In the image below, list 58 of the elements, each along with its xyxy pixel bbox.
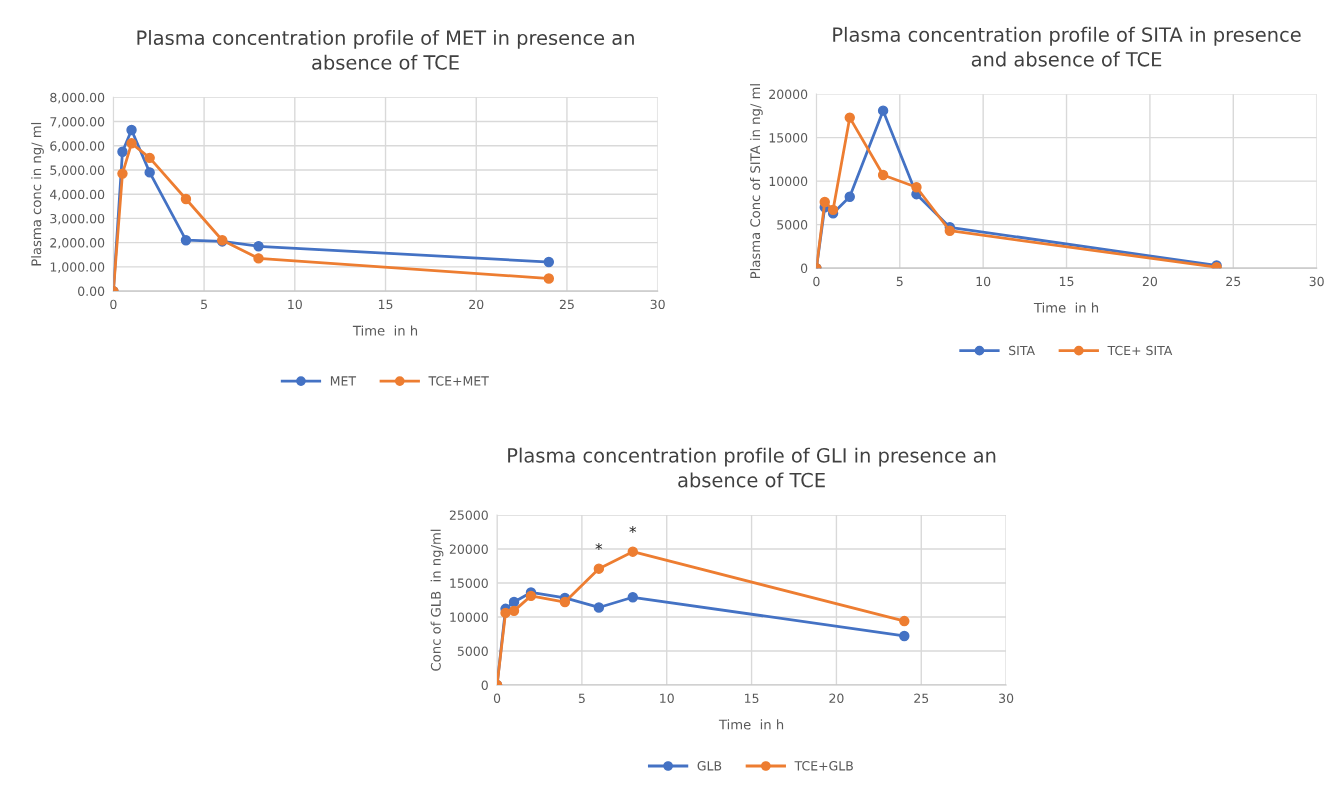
x-tick-label: 15 bbox=[378, 299, 393, 310]
x-tick-label: 15 bbox=[1059, 276, 1074, 287]
y-tick-label: 15000 bbox=[450, 578, 488, 588]
y-axis-title: Conc of GLB in ng/ml bbox=[430, 529, 444, 671]
x-tick-label: 0 bbox=[493, 693, 501, 704]
y-tick-label: 7,000.00 bbox=[50, 116, 105, 128]
x-tick-label: 25 bbox=[559, 299, 574, 310]
x-tick-label: 5 bbox=[578, 693, 585, 704]
x-tick-label: 30 bbox=[1309, 276, 1324, 287]
y-tick-label: 8,000.00 bbox=[50, 92, 105, 104]
chart-title: Plasma concentration profile of SITA in presence and absence of TCE bbox=[833, 26, 1301, 67]
x-tick-label: 15 bbox=[745, 693, 759, 704]
x-tick-label: 20 bbox=[829, 693, 844, 704]
legend-label: TCE+ SITA bbox=[1107, 345, 1173, 356]
x-tick-label: 25 bbox=[914, 693, 929, 704]
chart-title: Plasma concentration profile of GLI in presence an absence of TCE bbox=[508, 447, 996, 488]
y-tick-label: 0 bbox=[800, 263, 808, 274]
y-tick-label: 4,000.00 bbox=[50, 189, 105, 201]
legend-label: TCE+GLB bbox=[794, 761, 853, 771]
x-tick-label: 20 bbox=[469, 299, 484, 310]
y-tick-label: 5000 bbox=[777, 220, 808, 230]
y-axis-title: Plasma Conc of SITA in ng/ ml bbox=[749, 84, 763, 279]
y-tick-label: 5,000.00 bbox=[50, 165, 105, 177]
x-tick-label: 30 bbox=[999, 693, 1014, 704]
y-tick-label: 15000 bbox=[769, 133, 808, 143]
x-tick-label: 10 bbox=[660, 693, 674, 704]
y-tick-label: 3,000.00 bbox=[50, 213, 105, 225]
legend-label: MET bbox=[330, 376, 357, 386]
chart-title: Plasma concentration profile of MET in presence an absence of TCE bbox=[137, 30, 634, 70]
y-tick-label: 1,000.00 bbox=[50, 262, 105, 274]
y-tick-label: 0 bbox=[481, 680, 488, 690]
y-tick-label: 5000 bbox=[457, 646, 488, 656]
x-axis-title: Time in h bbox=[718, 719, 784, 730]
y-tick-label: 10000 bbox=[450, 612, 488, 622]
y-tick-label: 10000 bbox=[769, 176, 808, 187]
x-tick-label: 0 bbox=[813, 276, 820, 287]
x-tick-label: 30 bbox=[650, 299, 665, 310]
x-tick-label: 0 bbox=[110, 299, 117, 310]
x-tick-label: 20 bbox=[1142, 276, 1158, 287]
legend-label: SITA bbox=[1009, 345, 1035, 356]
y-tick-label: 2,000.00 bbox=[50, 238, 105, 249]
x-tick-label: 25 bbox=[1226, 276, 1241, 287]
legend-label: TCE+MET bbox=[428, 376, 489, 386]
y-tick-label: 20000 bbox=[449, 544, 488, 554]
x-axis-title: Time in h bbox=[1033, 302, 1099, 313]
x-tick-label: 5 bbox=[201, 299, 207, 310]
y-tick-label: 20000 bbox=[769, 89, 808, 100]
y-tick-label: 6,000.00 bbox=[50, 141, 105, 152]
y-tick-label: 0.00 bbox=[78, 286, 105, 297]
y-axis-title: Plasma conc in ng/ ml bbox=[31, 122, 44, 266]
x-tick-label: 10 bbox=[288, 299, 302, 310]
x-tick-label: 10 bbox=[976, 276, 991, 287]
annotation: * bbox=[629, 526, 637, 534]
x-axis-title: Time in h bbox=[352, 325, 418, 336]
legend-label: GLB bbox=[697, 761, 722, 771]
x-tick-label: 5 bbox=[896, 276, 903, 287]
annotation: * bbox=[595, 543, 603, 551]
y-tick-label: 25000 bbox=[449, 510, 488, 520]
